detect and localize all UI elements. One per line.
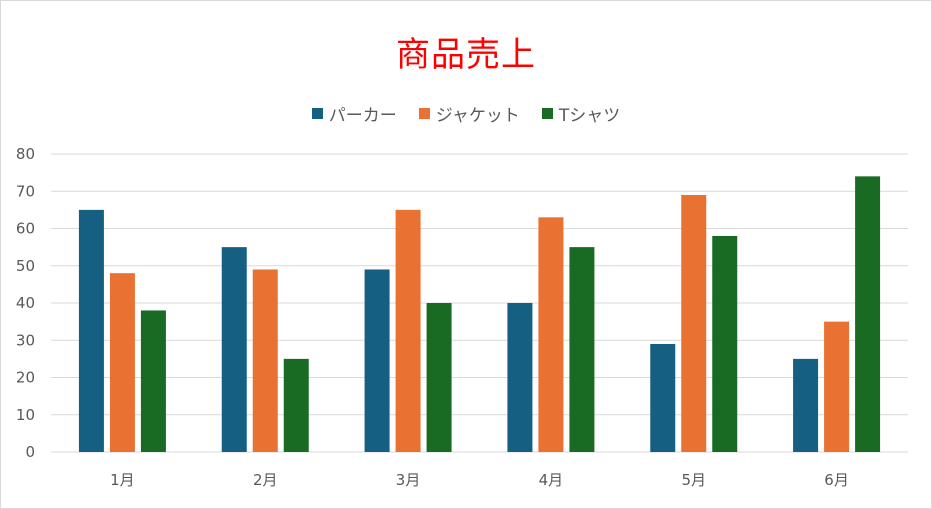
- y-tick-label: 80: [16, 145, 35, 163]
- y-tick-label: 0: [25, 443, 35, 461]
- bar-series1-0: [109, 273, 135, 452]
- legend-item-hoodie: パーカー: [311, 101, 397, 126]
- y-tick-label: 10: [16, 406, 35, 424]
- y-tick-label: 40: [16, 294, 35, 312]
- legend-item-tshirt: Tシャツ: [541, 101, 621, 126]
- legend-label-tshirt: Tシャツ: [558, 106, 621, 126]
- bar-series0-5: [793, 358, 819, 452]
- legend-label-jacket: ジャケット: [435, 106, 520, 126]
- x-tick-label: 2月: [253, 471, 278, 489]
- bar-series2-2: [426, 303, 452, 452]
- x-tick-label: 1月: [110, 471, 135, 489]
- legend-label-hoodie: パーカー: [328, 106, 397, 126]
- legend-item-jacket: ジャケット: [418, 101, 520, 126]
- x-tick-label: 6月: [824, 471, 849, 489]
- y-tick-label: 60: [16, 220, 35, 238]
- bar-series0-1: [221, 247, 247, 452]
- chart-title: 商品売上: [396, 35, 536, 75]
- x-tick-label: 5月: [681, 471, 706, 489]
- bar-series0-4: [650, 343, 676, 452]
- chart-legend: パーカー ジャケット Tシャツ: [1, 101, 931, 126]
- y-tick-label: 50: [16, 257, 35, 275]
- bar-series0-0: [78, 209, 104, 452]
- bar-series1-1: [252, 269, 278, 452]
- x-tick-label: 3月: [396, 471, 421, 489]
- bar-series2-1: [283, 358, 309, 452]
- bar-series1-5: [824, 321, 850, 452]
- x-tick-label: 4月: [539, 471, 564, 489]
- bar-series2-0: [140, 310, 166, 452]
- bar-series1-2: [395, 209, 421, 452]
- legend-swatch-hoodie: [311, 108, 323, 119]
- bar-series2-5: [855, 176, 881, 452]
- y-tick-label: 30: [16, 331, 35, 349]
- legend-swatch-tshirt: [541, 108, 553, 119]
- bar-series1-4: [681, 194, 707, 452]
- bar-series2-4: [712, 235, 738, 452]
- bar-series0-3: [507, 303, 533, 452]
- legend-swatch-jacket: [418, 108, 430, 119]
- y-tick-label: 70: [16, 182, 35, 200]
- bar-series0-2: [364, 269, 390, 452]
- bar-series2-3: [569, 247, 595, 452]
- y-tick-label: 20: [16, 369, 35, 387]
- bar-series1-3: [538, 217, 564, 452]
